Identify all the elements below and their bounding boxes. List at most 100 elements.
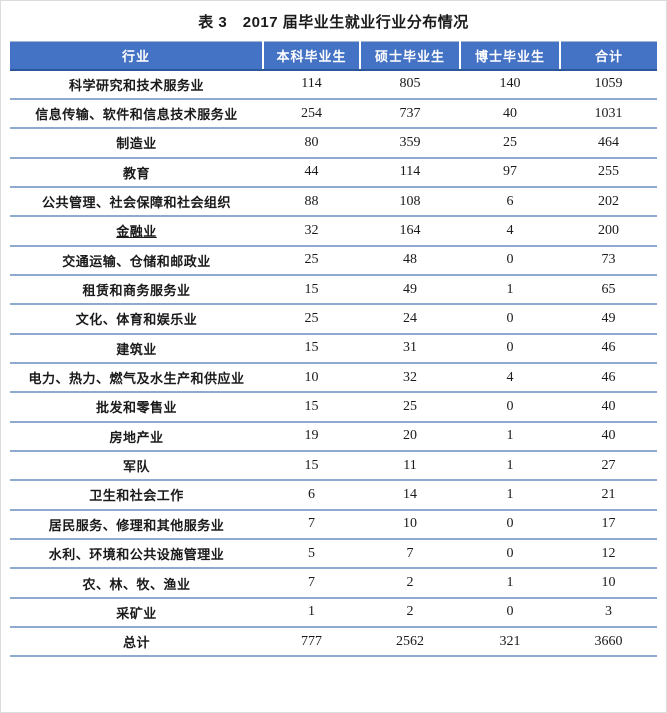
phd-cell: 1 [460,421,560,452]
industry-cell: 交通运输、仓储和邮政业 [10,245,263,276]
table-row: 科学研究和技术服务业 114 805 140 1059 [10,69,657,100]
bachelor-cell: 15 [263,450,360,482]
header-bachelor: 本科毕业生 [262,41,360,71]
industry-cell: 租赁和商务服务业 [10,274,263,306]
bachelor-cell: 10 [263,362,360,394]
master-cell: 7 [360,539,460,570]
industry-label: 信息传输、软件和信息技术服务业 [35,107,238,123]
master-cell: 20 [360,421,460,452]
phd-cell: 0 [460,597,560,629]
table-row: 卫生和社会工作 6 14 1 21 [10,480,657,511]
industry-label: 采矿业 [116,605,157,621]
phd-cell: 1 [460,274,560,306]
industry-cell: 教育 [10,157,263,188]
total-cell: 65 [560,274,657,306]
industry-cell: 信息传输、软件和信息技术服务业 [10,98,263,130]
industry-label: 公共管理、社会保障和社会组织 [41,195,231,211]
total-cell: 49 [560,304,657,335]
total-cell: 12 [560,539,657,570]
industry-label: 租赁和商务服务业 [82,283,191,299]
industry-cell: 文化、体育和娱乐业 [10,304,263,335]
total-cell: 202 [560,186,657,218]
industry-label: 文化、体育和娱乐业 [75,312,198,328]
table-row: 制造业 80 359 25 464 [10,128,657,159]
industry-cell: 批发和零售业 [10,392,263,423]
bachelor-cell: 777 [263,627,360,658]
industry-cell: 水利、环境和公共设施管理业 [10,539,263,570]
industry-cell: 卫生和社会工作 [10,480,263,511]
bachelor-cell: 6 [263,480,360,511]
table-row: 信息传输、软件和信息技术服务业 254 737 40 1031 [10,98,657,130]
total-cell: 1059 [560,69,657,100]
phd-cell: 0 [460,509,560,541]
industry-label: 军队 [122,459,150,475]
master-cell: 114 [360,157,460,188]
total-cell: 255 [560,157,657,188]
bachelor-cell: 19 [263,421,360,452]
industry-label: 教育 [122,165,150,181]
industry-label: 水利、环境和公共设施管理业 [48,547,225,563]
industry-label: 房地产业 [109,429,164,445]
bachelor-cell: 25 [263,245,360,276]
table-row: 房地产业 19 20 1 40 [10,421,657,452]
total-cell: 46 [560,362,657,394]
industry-cell: 农、林、牧、渔业 [10,568,263,599]
total-cell: 1031 [560,98,657,130]
total-cell: 200 [560,216,657,247]
header-industry: 行业 [10,41,263,71]
master-cell: 48 [360,245,460,276]
phd-cell: 97 [460,157,560,188]
table-header: 行业 本科毕业生 硕士毕业生 博士毕业生 合计 [10,41,657,71]
phd-cell: 0 [460,333,560,364]
table-row: 交通运输、仓储和邮政业 25 48 0 73 [10,245,657,276]
industry-cell: 总计 [10,627,263,658]
total-cell: 21 [560,480,657,511]
master-cell: 2 [360,597,460,629]
master-cell: 14 [360,480,460,511]
master-cell: 31 [360,333,460,364]
table-row: 采矿业 1 2 0 3 [10,597,657,629]
table-row: 农、林、牧、渔业 7 2 1 10 [10,568,657,599]
industry-cell: 电力、热力、燃气及水生产和供应业 [10,362,263,394]
phd-cell: 1 [460,568,560,599]
table-row: 文化、体育和娱乐业 25 24 0 49 [10,304,657,335]
phd-cell: 0 [460,392,560,423]
table-row: 水利、环境和公共设施管理业 5 7 0 12 [10,539,657,570]
industry-label: 电力、热力、燃气及水生产和供应业 [28,371,245,387]
industry-cell: 房地产业 [10,421,263,452]
industry-cell: 科学研究和技术服务业 [10,69,263,100]
phd-cell: 140 [460,69,560,100]
employment-industry-table: 行业 本科毕业生 硕士毕业生 博士毕业生 合计 科学研究和技术服务业 114 8… [10,41,657,658]
industry-label: 金融业 [116,224,157,240]
header-phd: 博士毕业生 [459,41,560,71]
total-cell: 40 [560,421,657,452]
bachelor-cell: 32 [263,216,360,247]
header-master: 硕士毕业生 [359,41,460,71]
industry-cell: 建筑业 [10,333,263,364]
bachelor-cell: 254 [263,98,360,130]
total-cell: 27 [560,450,657,482]
table-row: 教育 44 114 97 255 [10,157,657,188]
total-cell: 17 [560,509,657,541]
industry-label: 批发和零售业 [95,400,177,416]
master-cell: 805 [360,69,460,100]
industry-label: 科学研究和技术服务业 [68,77,204,93]
table-row: 金融业 32 164 4 200 [10,216,657,247]
phd-cell: 4 [460,216,560,247]
phd-cell: 4 [460,362,560,394]
master-cell: 10 [360,509,460,541]
industry-label: 卫生和社会工作 [89,488,184,504]
total-row: 总计 777 2562 321 3660 [10,627,657,658]
industry-label: 建筑业 [116,341,157,357]
bachelor-cell: 80 [263,128,360,159]
master-cell: 737 [360,98,460,130]
bachelor-cell: 15 [263,392,360,423]
industry-label: 制造业 [116,136,157,152]
phd-cell: 1 [460,480,560,511]
master-cell: 108 [360,186,460,218]
industry-cell: 军队 [10,450,263,482]
phd-cell: 0 [460,245,560,276]
total-cell: 46 [560,333,657,364]
phd-cell: 40 [460,98,560,130]
master-cell: 25 [360,392,460,423]
